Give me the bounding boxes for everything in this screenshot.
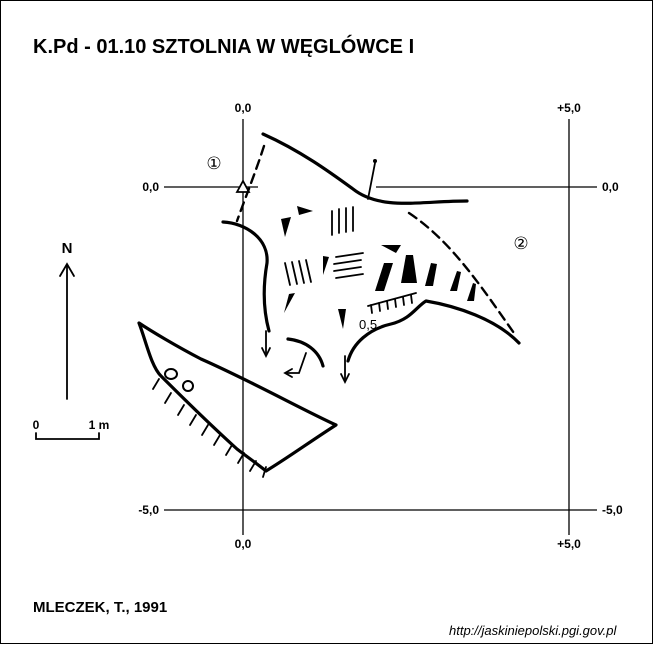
entrance-marker-1: ①: [206, 154, 221, 174]
survey-station-icon: [235, 179, 251, 193]
rock-boulder-2: [182, 380, 194, 392]
north-label: N: [62, 240, 73, 257]
scale-bar: [35, 432, 100, 440]
grid-label-right-lower: -5,0: [602, 503, 623, 517]
flow-arrows: [261, 330, 350, 385]
lower-chamber: [137, 321, 338, 478]
grid-label-top-right: +5,0: [557, 101, 581, 115]
grid-connector-point: [373, 159, 377, 163]
pillar-wall: [286, 337, 325, 368]
lower-right-wall: [346, 299, 521, 363]
author-credit: MLECZEK, T., 1991: [33, 599, 167, 616]
scale-start-label: 0: [33, 418, 40, 432]
debris-markers: [281, 206, 476, 329]
grid-label-right-upper: 0,0: [602, 180, 619, 194]
upper-wall: [261, 132, 469, 205]
grid-label-top-left: 0,0: [235, 101, 252, 115]
scale-bar-line: [35, 432, 100, 440]
strike-lines: [284, 206, 364, 286]
reference-grid: [164, 119, 597, 535]
map-title: K.Pd - 01.10 SZTOLNIA W WĘGLÓWCE I: [33, 34, 414, 58]
left-wall: [221, 220, 271, 333]
source-url[interactable]: http://jaskiniepolski.pgi.gov.pl: [449, 623, 618, 638]
grid-label-left-upper: 0,0: [142, 180, 159, 194]
grid-connector: [367, 162, 376, 200]
grid-label-bottom-right: +5,0: [557, 537, 581, 551]
entrance-marker-2: ②: [513, 234, 528, 254]
north-arrow-head-icon: [59, 262, 75, 277]
rock-boulder-1: [164, 368, 178, 380]
lower-chamber-outline: [137, 321, 338, 473]
grid-label-bottom-left: 0,0: [235, 537, 252, 551]
dripline-entrance-2: [407, 211, 518, 338]
depth-note: 0,5: [359, 317, 377, 332]
grid-label-left-lower: -5,0: [138, 503, 159, 517]
lower-chamber-hatch: [152, 378, 267, 478]
cave-walls: [221, 132, 521, 368]
ledge-hatch: [367, 292, 417, 314]
scale-end-label: 1 m: [89, 418, 110, 432]
dripline-entrance-1: [235, 144, 266, 223]
north-arrow: [59, 262, 75, 400]
